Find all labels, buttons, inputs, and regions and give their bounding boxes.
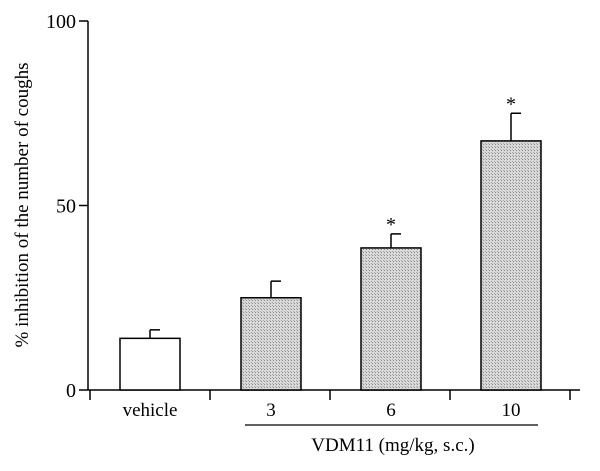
significance-marker: * <box>506 93 516 115</box>
y-tick-label: 50 <box>56 196 76 218</box>
y-tick-label: 100 <box>46 11 76 33</box>
x-tick-label: vehicle <box>123 400 178 421</box>
x-tick-label: 3 <box>266 400 276 421</box>
x-tick-label: 6 <box>386 400 396 421</box>
x-axis-label: VDM11 (mg/kg, s.c.) <box>311 435 474 456</box>
bar-3 <box>240 297 302 391</box>
bar-vehicle <box>119 337 181 391</box>
bar-6 <box>360 247 422 391</box>
bar-10 <box>480 140 542 391</box>
y-axis-label: % inhibition of the number of coughs <box>12 63 33 348</box>
y-tick-label: 0 <box>66 380 76 402</box>
x-tick-label: 10 <box>502 400 521 421</box>
bars: vehicle 3 * 6 * 10 <box>119 93 542 421</box>
y-ticks: 0 50 100 <box>46 11 88 402</box>
x-ticks <box>89 390 571 400</box>
significance-marker: * <box>386 214 396 236</box>
